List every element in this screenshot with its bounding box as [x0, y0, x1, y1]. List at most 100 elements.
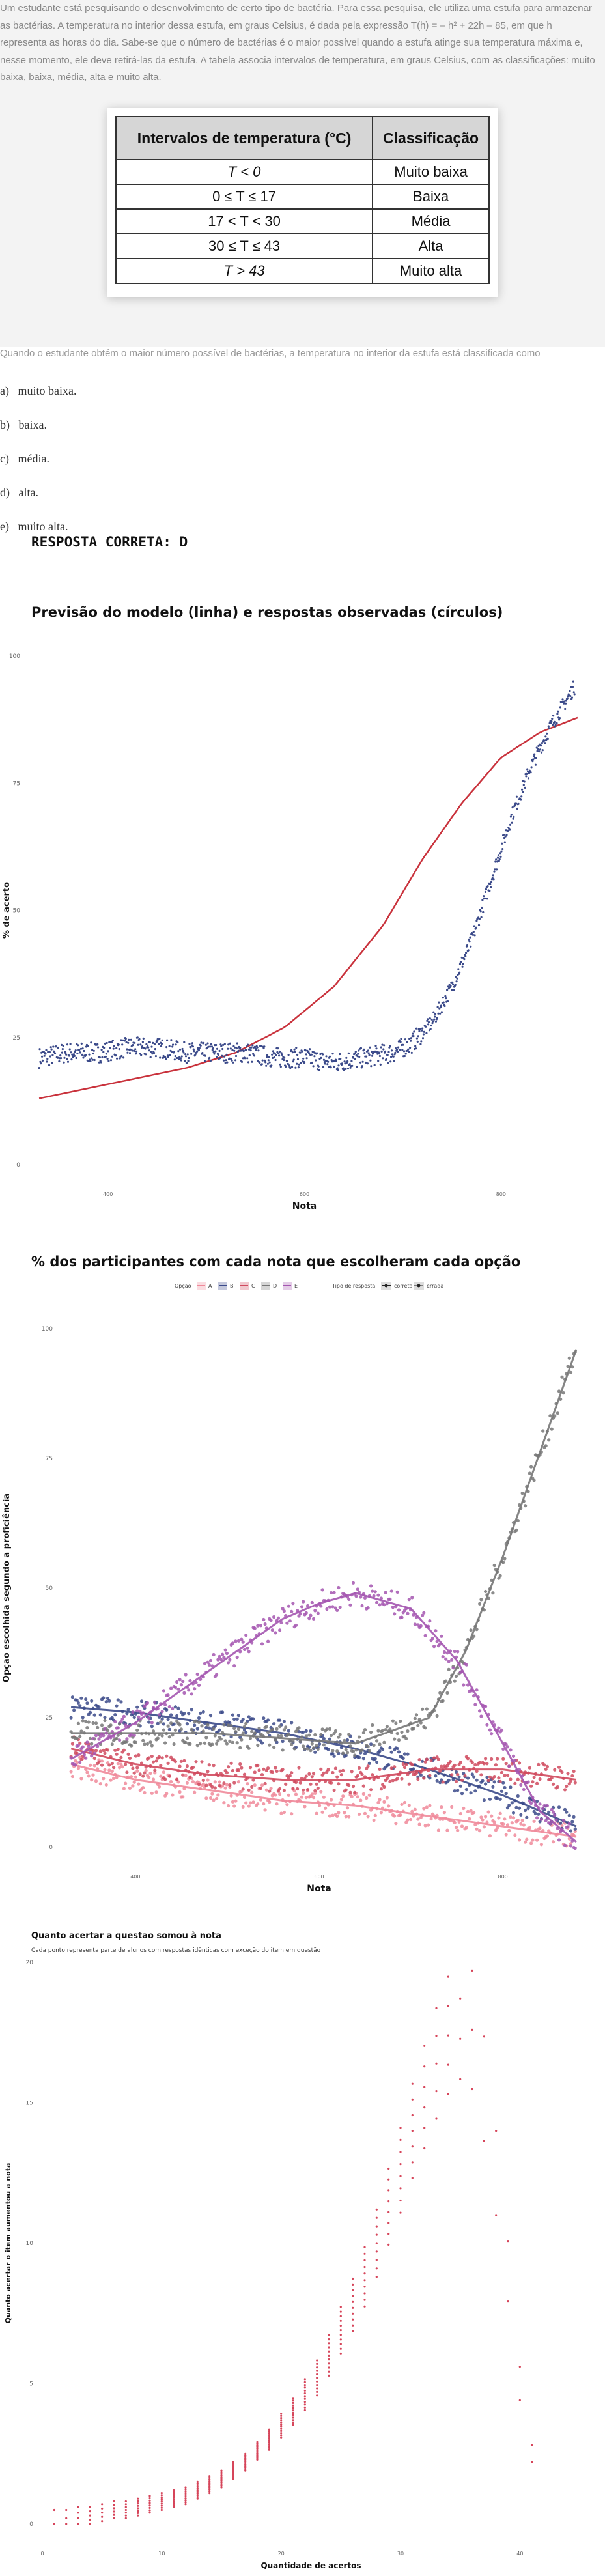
observed-point — [472, 931, 475, 933]
observed-point — [256, 1046, 259, 1049]
observed-point — [507, 829, 509, 832]
observed-point — [427, 1021, 430, 1023]
option-point-C — [492, 1775, 496, 1779]
observed-point — [214, 1050, 217, 1053]
option-point-D — [115, 1736, 119, 1740]
observed-point — [517, 802, 520, 805]
observed-point — [232, 1061, 234, 1064]
score-gain-point — [232, 2467, 234, 2470]
observed-point — [121, 1043, 124, 1046]
option-point-E — [300, 1605, 304, 1609]
observed-point — [297, 1066, 300, 1069]
legend-type-label: errada — [427, 1283, 443, 1289]
table-row: 0 ≤ T ≤ 17 Baixa — [115, 184, 490, 210]
option-point-E — [270, 1628, 274, 1632]
option-point-E — [147, 1716, 151, 1720]
score-gain-point — [292, 2407, 294, 2409]
observed-point — [223, 1055, 225, 1058]
option-point-A — [290, 1812, 294, 1816]
score-gain-point — [447, 2063, 449, 2066]
table-row: T > 43 Muito alta — [115, 258, 490, 284]
option-point-D — [514, 1528, 518, 1532]
option-point-E — [563, 1843, 567, 1847]
score-gain-point — [220, 2480, 223, 2482]
observed-point — [72, 1056, 74, 1058]
option-point-C — [288, 1774, 292, 1777]
option-point-C — [194, 1760, 198, 1764]
option-point-C — [107, 1763, 111, 1767]
observed-point — [173, 1051, 175, 1054]
option-point-E — [102, 1734, 106, 1738]
observed-point — [201, 1052, 204, 1054]
option-point-D — [85, 1726, 89, 1730]
option-point-E — [393, 1612, 397, 1616]
option-point-E — [221, 1652, 225, 1656]
option-point-E — [453, 1649, 457, 1654]
observed-point — [430, 1024, 432, 1027]
option-point-A — [379, 1811, 384, 1815]
score-gain-point — [363, 2305, 366, 2308]
observed-point — [105, 1053, 107, 1055]
option-point-A — [322, 1795, 326, 1799]
observed-point — [482, 911, 485, 914]
observed-point — [565, 700, 568, 702]
option-point-E — [173, 1686, 177, 1690]
observed-point — [492, 878, 495, 881]
observed-point — [566, 697, 569, 700]
observed-point — [310, 1053, 313, 1056]
option-point-B — [519, 1813, 523, 1817]
option-point-D — [159, 1720, 163, 1724]
observed-point — [134, 1048, 137, 1051]
option-point-D — [236, 1727, 240, 1731]
score-gain-point — [387, 2178, 390, 2181]
option-point-C — [479, 1773, 483, 1777]
observed-point — [331, 1053, 334, 1055]
observed-point — [190, 1046, 192, 1049]
option-point-D — [375, 1739, 379, 1743]
option-point-B — [535, 1800, 539, 1804]
option-point-C — [119, 1755, 123, 1759]
option-point-A — [350, 1794, 354, 1798]
option-point-C — [385, 1777, 389, 1781]
option-point-E — [179, 1683, 183, 1687]
observed-point — [263, 1045, 266, 1048]
observed-point — [120, 1039, 122, 1041]
option-point-D — [331, 1749, 335, 1753]
option-point-C — [228, 1783, 232, 1787]
observed-point — [283, 1056, 286, 1059]
option-point-E — [464, 1663, 468, 1667]
option-point-C — [379, 1787, 384, 1791]
observed-point — [217, 1053, 219, 1056]
option-point-E — [212, 1652, 216, 1657]
option-point-E — [354, 1594, 358, 1598]
option-point-E — [360, 1604, 364, 1608]
option-point-A — [331, 1813, 335, 1817]
observed-point — [353, 1052, 356, 1054]
option-point-E — [227, 1661, 231, 1665]
observed-point — [346, 1068, 350, 1070]
option-point-D — [96, 1725, 100, 1729]
option-point-C — [247, 1788, 251, 1792]
observed-point — [296, 1058, 300, 1060]
observed-point — [49, 1055, 51, 1058]
option-point-B — [485, 1776, 489, 1779]
observed-point — [455, 975, 457, 978]
option-point-C — [498, 1779, 502, 1783]
option-point-E — [137, 1715, 141, 1719]
option-point-E — [550, 1807, 554, 1811]
observed-point — [104, 1042, 107, 1045]
option-point-E — [294, 1623, 298, 1627]
observed-point — [118, 1048, 120, 1051]
option-point-D — [81, 1719, 85, 1723]
question-prompt: Quando o estudante obtém o maior número … — [0, 348, 541, 359]
option-point-B — [481, 1779, 485, 1783]
observed-point — [469, 936, 471, 939]
score-gain-point — [160, 2508, 163, 2512]
observed-point — [445, 997, 447, 1000]
observed-point — [253, 1045, 257, 1048]
observed-point — [502, 834, 505, 836]
observed-point — [213, 1053, 216, 1055]
option-point-A — [382, 1800, 386, 1804]
score-gain-point — [184, 2488, 187, 2491]
option-point-B — [395, 1746, 399, 1751]
